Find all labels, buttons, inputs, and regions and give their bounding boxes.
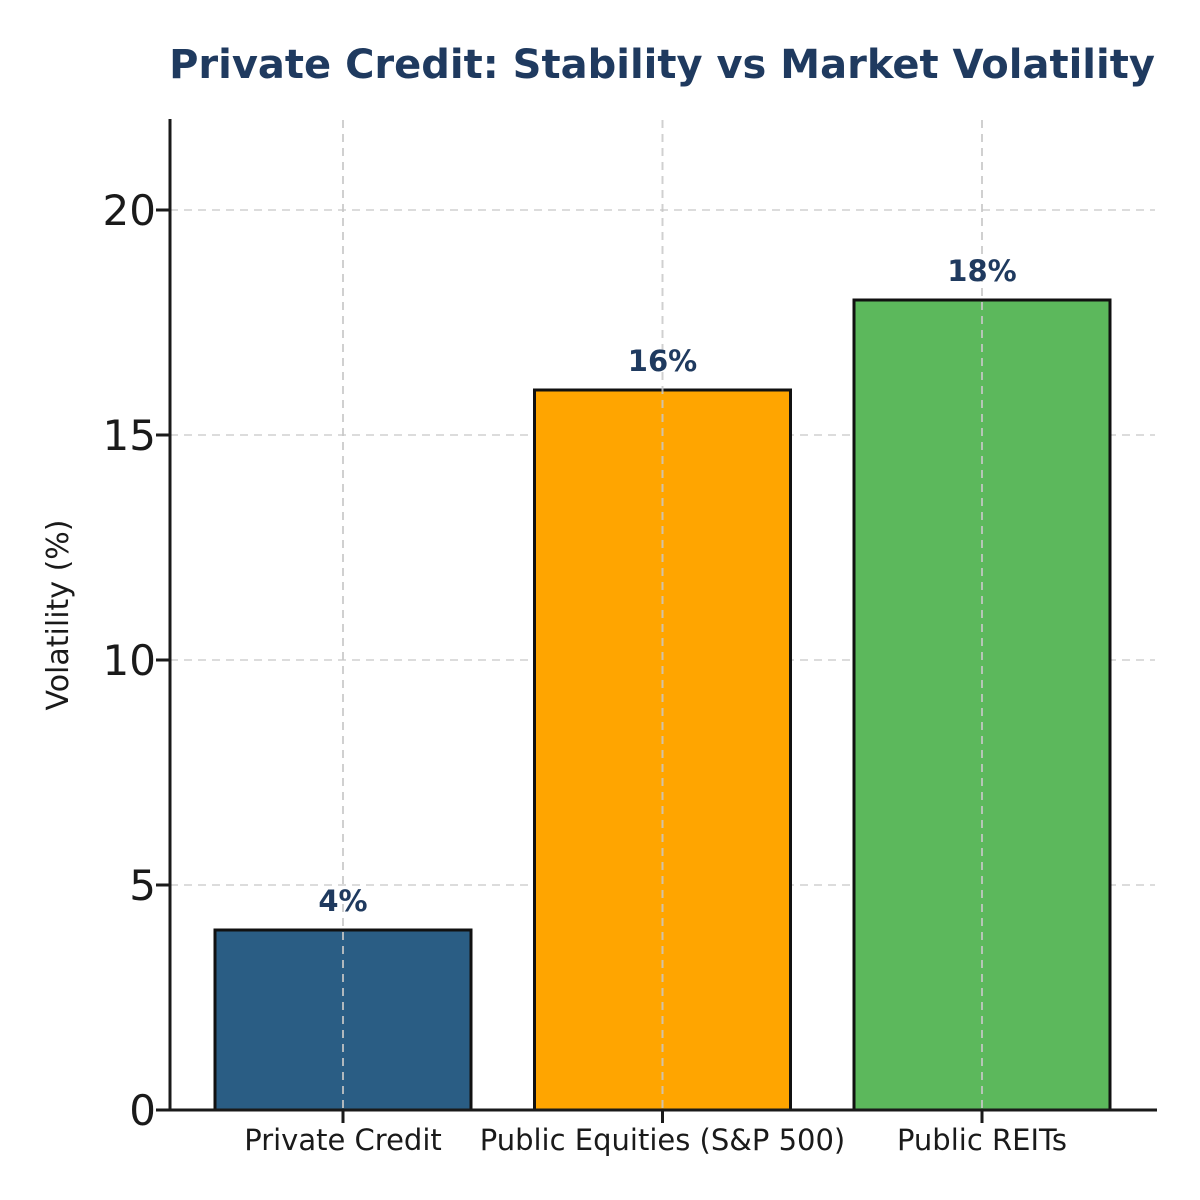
y-tick-label: 20 — [103, 186, 156, 235]
data-label: 18% — [947, 254, 1016, 288]
y-tick-label: 5 — [129, 861, 156, 910]
data-labels: 4% 16% 18% — [318, 254, 1016, 918]
ticks: 0 5 10 15 20 Private Credit Public Equities (S… — [103, 186, 1068, 1157]
y-tick-label: 10 — [103, 636, 156, 685]
data-label: 16% — [628, 344, 697, 378]
x-tick-label: Public Equities (S&P 500) — [480, 1123, 846, 1157]
chart-title: Private Credit: Stability vs Market Vola… — [169, 42, 1155, 88]
y-tick-label: 0 — [129, 1086, 156, 1135]
data-label: 4% — [318, 884, 367, 918]
y-tick-label: 15 — [103, 411, 156, 460]
vertical-gridlines — [342, 120, 983, 1110]
y-axis-label: Volatility (%) — [41, 519, 76, 710]
x-tick-label: Public REITs — [897, 1123, 1067, 1157]
x-tick-label: Private Credit — [244, 1123, 442, 1157]
